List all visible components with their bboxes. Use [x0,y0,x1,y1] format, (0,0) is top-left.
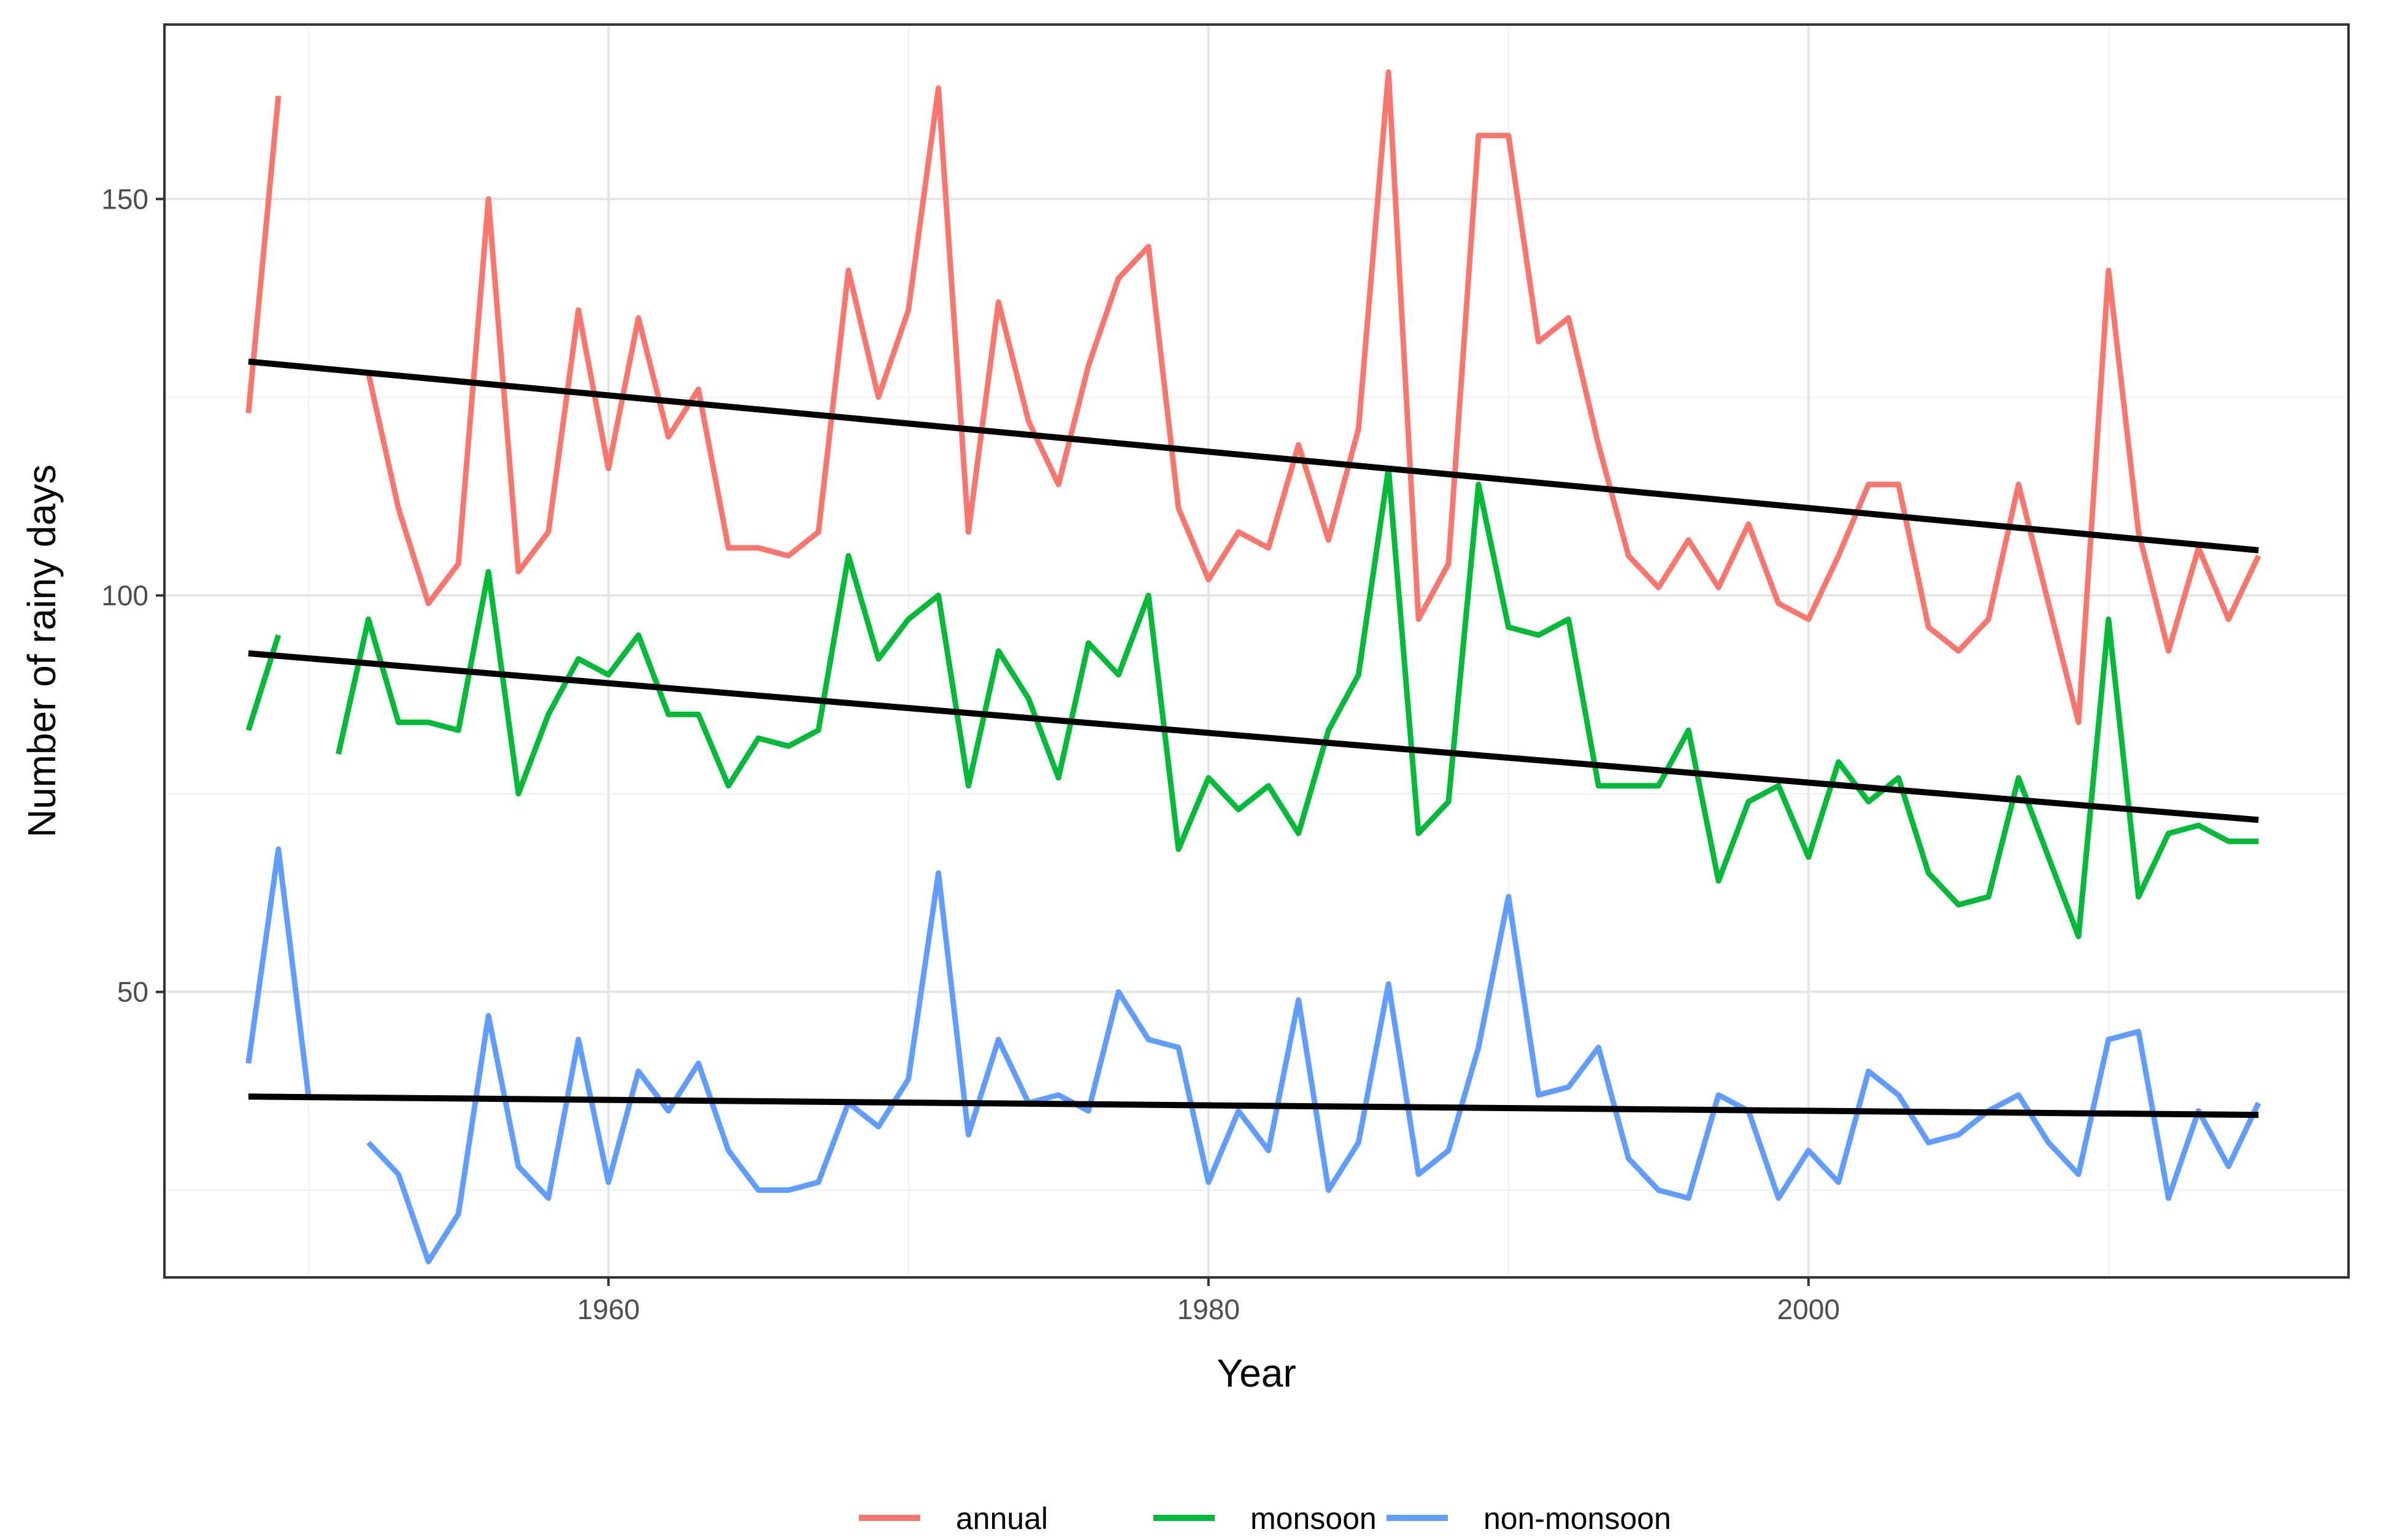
legend-item-annual: annual [859,1501,1048,1536]
series-line-segment [366,870,2261,1265]
series-line-segment [366,69,2261,725]
series-line-segment [245,846,312,1096]
y-tick-label: 150 [101,183,148,215]
trend-line [248,650,2259,823]
x-tick-label: 1960 [577,1293,640,1325]
series-non-monsoon-trend [248,1093,2259,1118]
legend: annual monsoon non-monsoon [859,1501,1671,1536]
legend-label: annual [956,1501,1048,1536]
x-tick-label: 2000 [1777,1293,1840,1325]
trend-line [248,1093,2259,1118]
y-tick-label: 50 [117,976,148,1008]
series-non-monsoon [245,846,2261,1265]
series-line-segment [245,634,282,731]
legend-label: non-monsoon [1483,1501,1671,1536]
series-lines [245,69,2261,1265]
series-annual-trend [248,358,2259,553]
legend-item-monsoon: monsoon [1153,1501,1377,1536]
trend-lines [248,358,2259,1118]
legend-item-non-monsoon: non-monsoon [1387,1501,1671,1536]
plot-background [164,25,2349,1277]
trend-line [248,358,2259,553]
legend-label: monsoon [1250,1501,1377,1536]
y-axis-ticks: 50 100 150 [101,183,164,1008]
major-gridlines [164,25,2349,1277]
plot-border [163,23,2350,1279]
y-axis-title: Number of rainy days [20,464,64,837]
x-axis-ticks: 1960 1980 2000 [577,1277,1840,1325]
x-tick-label: 1980 [1177,1293,1240,1325]
y-tick-label: 100 [101,580,148,612]
series-monsoon-trend [248,650,2259,823]
x-axis-title: Year [1217,1351,1296,1395]
